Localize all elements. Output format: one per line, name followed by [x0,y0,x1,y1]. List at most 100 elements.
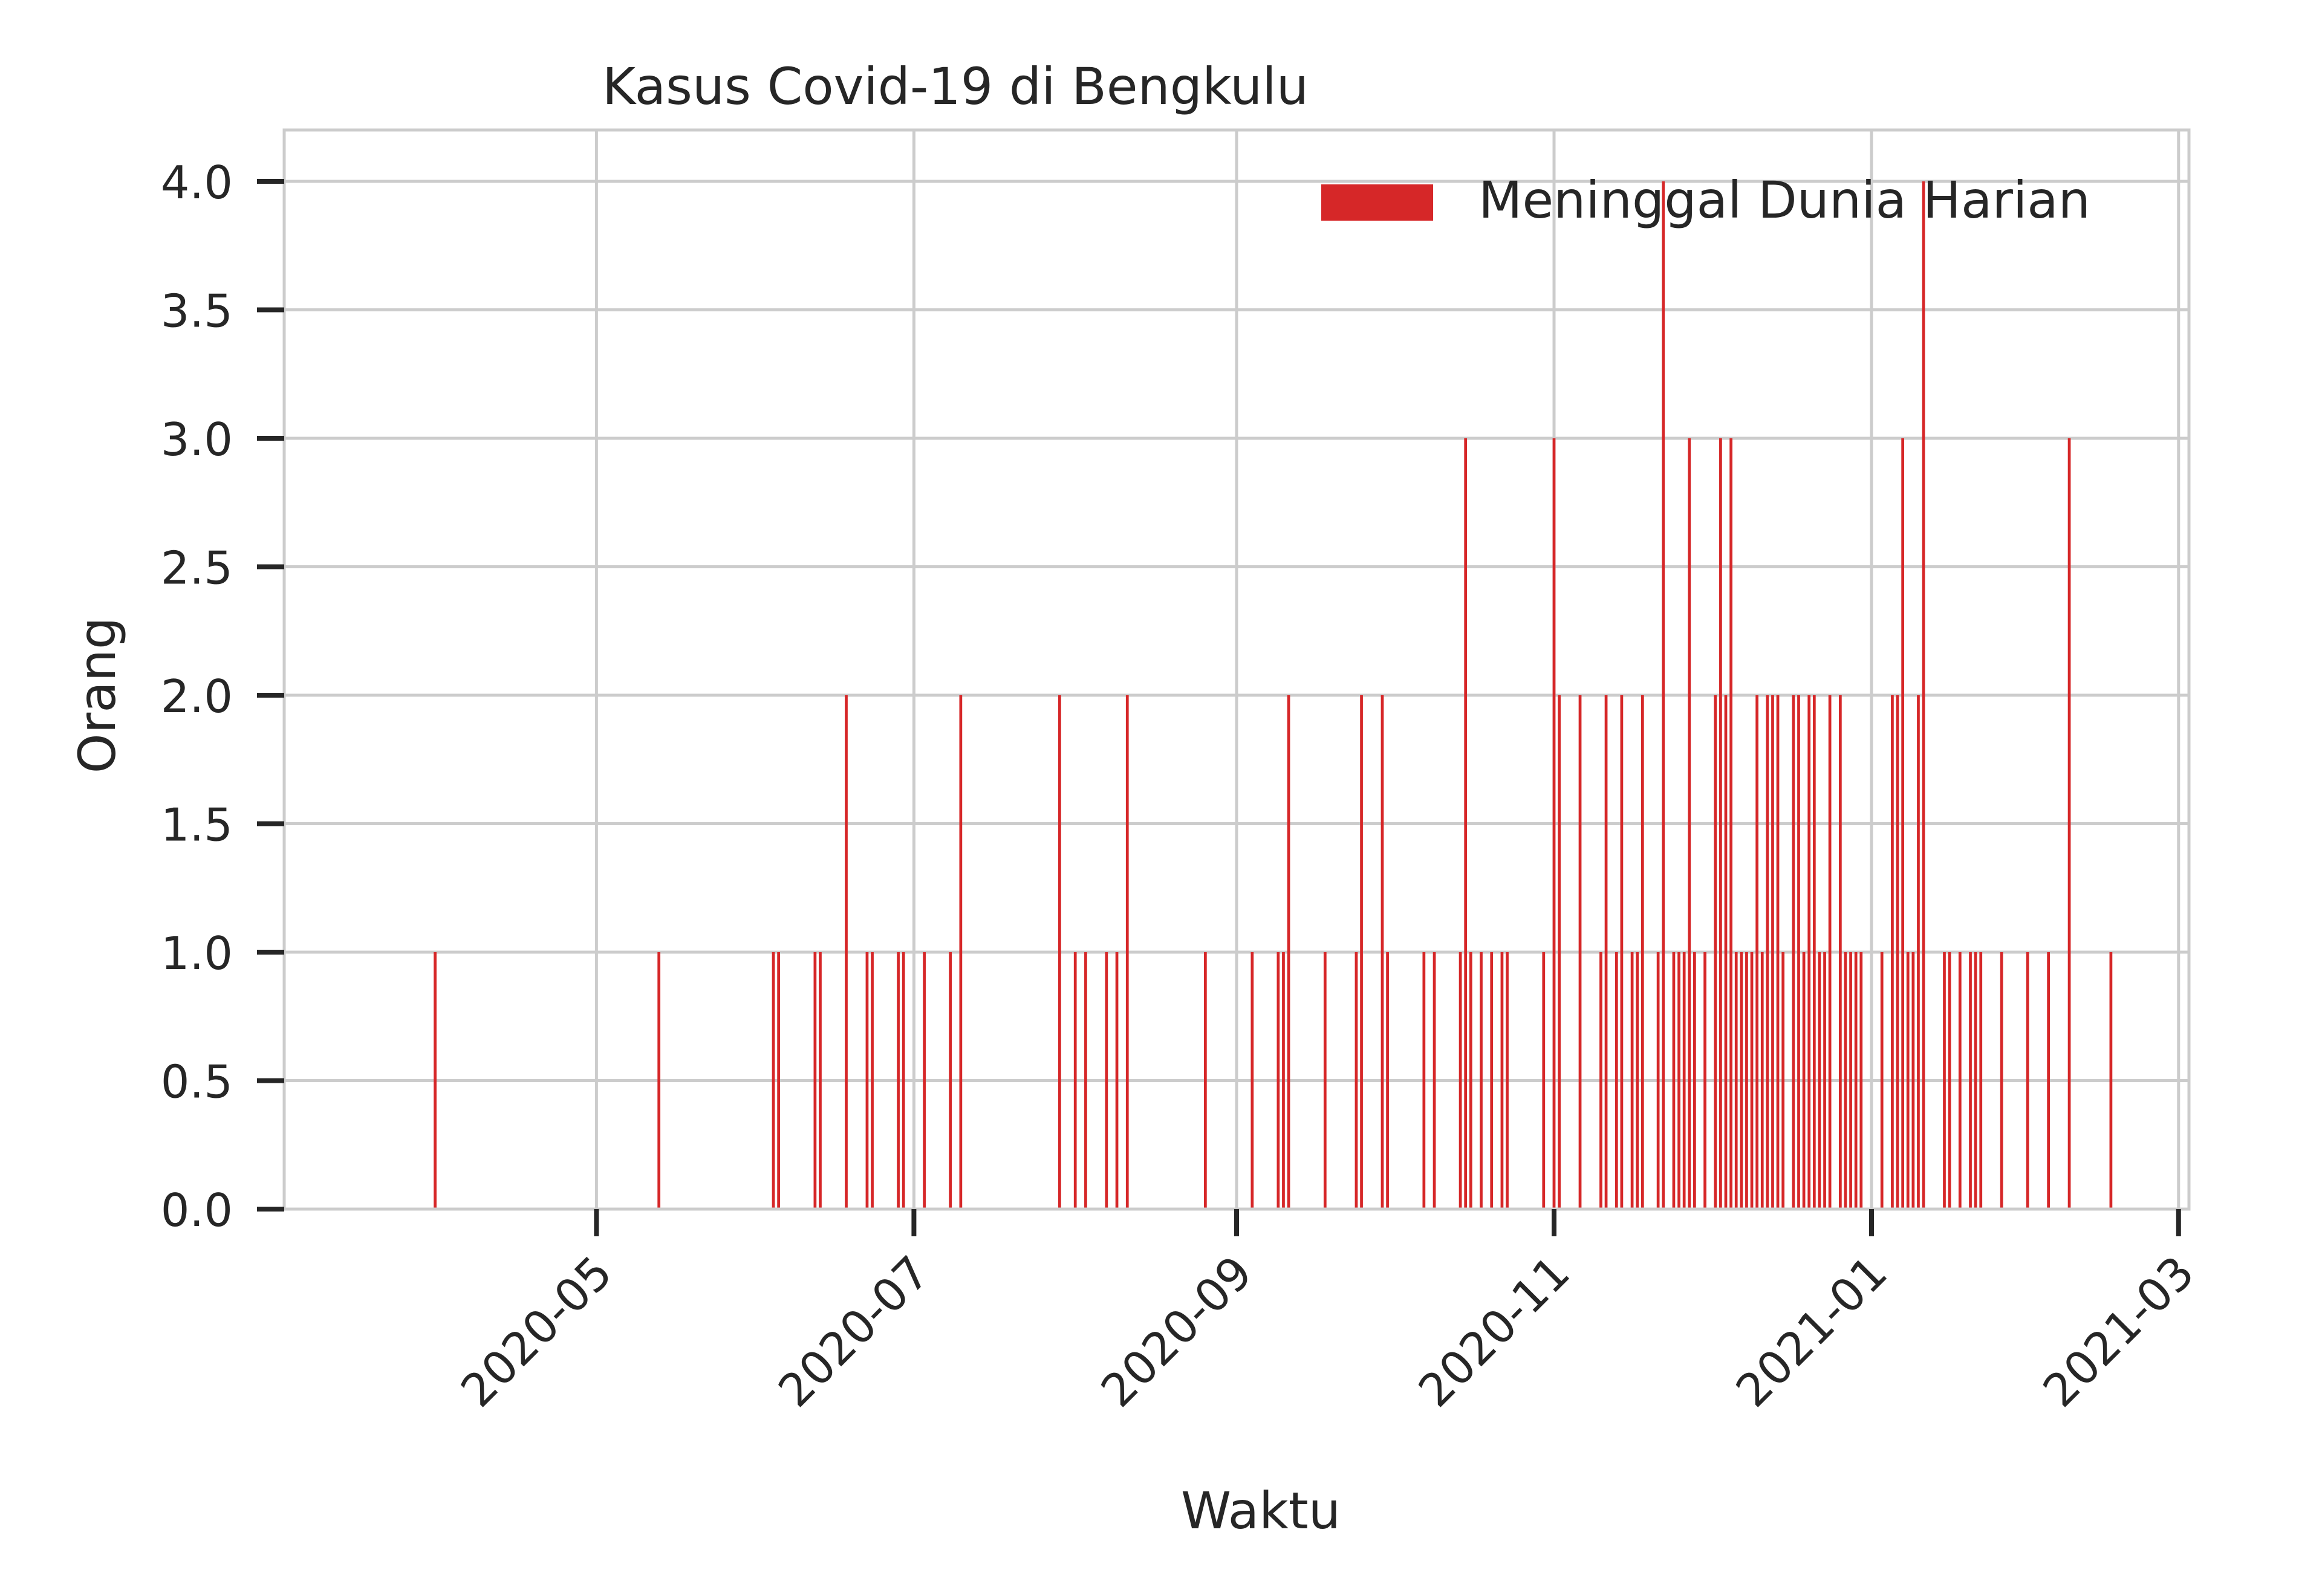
bar [1896,695,1899,1209]
legend-swatch [1321,184,1433,221]
bar [1500,952,1504,1209]
bar [1433,952,1436,1209]
y-tick-label: 2.0 [161,670,233,723]
x-axis-label: Waktu [1181,1481,1341,1540]
bar [1792,695,1795,1209]
bar [1599,952,1602,1209]
bar [1490,952,1494,1209]
bar [1755,695,1759,1209]
bar [819,952,822,1209]
bar [1901,438,1905,1209]
bar [1058,695,1061,1209]
legend-label: Meninggal Dunia Harian [1478,170,2090,230]
bar [1662,181,1665,1209]
bar [1276,952,1280,1209]
bar [1552,438,1556,1209]
bar [1859,952,1863,1209]
y-tick-label: 0.0 [161,1184,233,1237]
bar [1105,952,1108,1209]
bar [1911,952,1915,1209]
bar [1802,952,1806,1209]
bar [1979,952,1983,1209]
bar [1469,952,1472,1209]
bar [1719,438,1722,1209]
bar [1854,952,1858,1209]
bar-series [434,181,2113,1209]
bar [1734,952,1738,1209]
bar [1480,952,1483,1209]
bar [1672,952,1676,1209]
bar [1360,695,1363,1209]
bar [777,952,780,1209]
bar [1948,952,1951,1209]
bar [1724,695,1728,1209]
bar [871,952,874,1209]
bar [902,952,905,1209]
bar [1203,952,1207,1209]
bar [1838,695,1842,1209]
bar [1766,695,1769,1209]
bar [1750,952,1754,1209]
y-tick-label: 1.5 [161,799,233,852]
bar [1464,438,1468,1209]
bar [1615,952,1618,1209]
bar [1828,695,1832,1209]
bar [845,695,848,1209]
bar [1812,695,1816,1209]
bar [1630,952,1634,1209]
bar [949,952,952,1209]
bar [1797,695,1800,1209]
bar [1354,952,1358,1209]
axis-ticks [257,179,2181,1236]
bar [2067,438,2071,1209]
bar [1459,952,1462,1209]
bar [2026,952,2029,1209]
y-tick-label: 2.5 [161,542,233,595]
bar [1636,952,1639,1209]
bar [923,952,926,1209]
bar [1891,695,1894,1209]
bar [1729,438,1732,1209]
bar [1943,952,1946,1209]
bar [1558,695,1561,1209]
bar [1084,952,1087,1209]
bar [1542,952,1546,1209]
bar [1703,952,1706,1209]
bar [772,952,775,1209]
bar [1620,695,1624,1209]
bar [1922,181,1925,1209]
bar [1641,695,1644,1209]
bar [1771,695,1774,1209]
bar [1745,952,1748,1209]
bar [1714,695,1717,1209]
bar [813,952,817,1209]
bar [1917,695,1920,1209]
bar [2109,952,2113,1209]
bar [1250,952,1254,1209]
bar [1849,952,1852,1209]
bar [1381,695,1384,1209]
bar [1906,952,1910,1209]
bar [1282,952,1285,1209]
bar [1422,952,1426,1209]
bar [1682,952,1686,1209]
bar [959,695,963,1209]
bar [1844,952,1847,1209]
y-tick-label: 1.0 [161,927,233,980]
bar [1125,695,1129,1209]
bar [1688,438,1691,1209]
chart-title: Kasus Covid-19 di Bengkulu [602,57,1309,116]
grid-lines [284,130,2189,1211]
y-tick-label: 4.0 [161,156,233,209]
bar [897,952,900,1209]
bar [1115,952,1119,1209]
bar [1781,952,1785,1209]
bar [1506,952,1509,1209]
y-tick-label: 3.0 [161,413,233,466]
bar [1287,695,1290,1209]
y-axis-label: Orang [68,617,127,774]
legend: Meninggal Dunia Harian [1321,170,2090,230]
y-tick-label: 0.5 [161,1056,233,1109]
